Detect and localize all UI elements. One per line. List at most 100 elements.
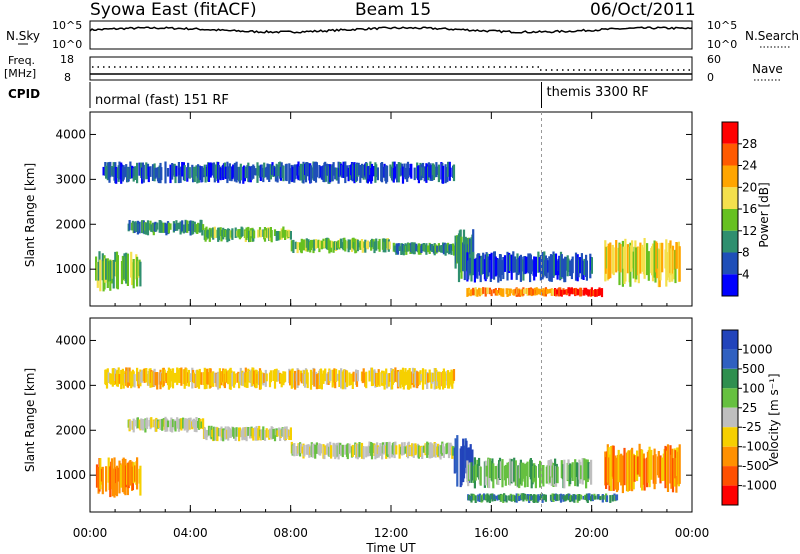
- power-echo-cell: [292, 239, 295, 253]
- power-echo-cell: [188, 167, 191, 179]
- velocity-echo-cell: [462, 445, 466, 479]
- velocity-echo-cell: [588, 493, 591, 501]
- power-echo-cell: [564, 257, 568, 271]
- velocity-echo-cell: [111, 468, 114, 497]
- velocity-echo-cell: [272, 370, 275, 381]
- power-echo-cell: [207, 229, 210, 239]
- power-echo-cell: [431, 244, 434, 252]
- power-echo-cell: [213, 226, 216, 239]
- velocity-echo-cell: [197, 418, 201, 430]
- velocity-echo-cell: [192, 372, 195, 384]
- velocity-echo-cell: [398, 444, 401, 459]
- velocity-echo-cell: [508, 458, 512, 486]
- velocity-echo-cell: [617, 449, 620, 483]
- velocity-echo-cell: [348, 443, 351, 454]
- velocity-echo-cell: [395, 445, 398, 455]
- velocity-echo-cell: [189, 373, 192, 382]
- velocity-echo-cell: [275, 368, 278, 382]
- nsky-label: N.Sky: [6, 29, 40, 43]
- power-echo-cell: [547, 289, 550, 294]
- power-echo-cell: [99, 259, 102, 292]
- power-echo-cell: [535, 287, 538, 296]
- power-echo-cell: [207, 162, 211, 182]
- power-echo-cell: [571, 288, 574, 295]
- velocity-echo-cell: [578, 494, 581, 501]
- power-echo-cell: [366, 240, 369, 250]
- velocity-echo-cell: [286, 429, 289, 437]
- power-echo-cell: [545, 288, 548, 295]
- power-echo-cell: [579, 257, 582, 274]
- velocity-echo-cell: [173, 372, 176, 383]
- velocity-colorbar-swatch: [722, 485, 738, 505]
- velocity-echo-cell: [666, 444, 670, 492]
- power-echo-cell: [160, 221, 163, 233]
- velocity-colorbar-tick-label: 1000: [742, 342, 773, 356]
- power-colorbar-tick-label: 24: [742, 159, 757, 173]
- power-echo-cell: [315, 162, 318, 178]
- power-echo-cell: [567, 258, 570, 273]
- power-echo-cell: [404, 167, 407, 180]
- velocity-echo-band: [290, 441, 456, 460]
- power-echo-band: [604, 238, 681, 288]
- velocity-echo-cell: [504, 464, 507, 486]
- power-echo-cell: [277, 231, 280, 241]
- power-echo-cell: [142, 164, 145, 183]
- power-echo-cell: [600, 288, 604, 298]
- power-echo-cell: [226, 161, 229, 184]
- power-colorbar-swatch: [722, 187, 738, 210]
- velocity-echo-cell: [544, 494, 547, 502]
- power-echo-cell: [480, 255, 483, 275]
- power-echo-cell: [375, 238, 378, 251]
- velocity-echo-cell: [263, 430, 267, 441]
- velocity-echo-cell: [260, 429, 263, 440]
- velocity-echo-cell: [159, 419, 162, 430]
- velocity-echo-cell: [344, 444, 347, 455]
- velocity-echo-cell: [580, 494, 583, 500]
- power-echo-cell: [254, 168, 257, 176]
- velocity-echo-cell: [386, 373, 389, 389]
- power-echo-cell: [384, 238, 387, 253]
- nave-tick-bottom: 0: [707, 71, 714, 84]
- velocity-echo-cell: [678, 444, 681, 484]
- power-echo-cell: [340, 164, 343, 178]
- velocity-echo-cell: [563, 459, 566, 489]
- power-echo-cell: [437, 164, 440, 183]
- power-echo-cell: [545, 258, 548, 279]
- velocity-echo-cell: [468, 462, 471, 480]
- velocity-echo-cell: [580, 465, 583, 480]
- velocity-echo-cell: [429, 442, 432, 459]
- velocity-echo-band: [95, 457, 142, 498]
- velocity-echo-cell: [438, 371, 441, 390]
- velocity-echo-cell: [636, 456, 639, 475]
- velocity-echo-band: [604, 443, 681, 494]
- velocity-echo-cell: [247, 427, 250, 436]
- velocity-echo-cell: [118, 374, 121, 384]
- power-echo-cell: [224, 166, 227, 179]
- velocity-echo-cell: [171, 368, 175, 389]
- velocity-echo-cell: [330, 445, 333, 459]
- velocity-echo-cell: [370, 443, 374, 460]
- velocity-echo-cell: [538, 496, 541, 501]
- velocity-echo-cell: [263, 373, 266, 383]
- velocity-echo-cell: [417, 445, 420, 459]
- power-echo-cell: [447, 161, 450, 177]
- velocity-echo-cell: [348, 372, 351, 386]
- power-echo-band: [466, 287, 556, 297]
- power-echo-cell: [520, 256, 523, 272]
- power-echo-cell: [433, 166, 436, 178]
- power-echo-cell: [288, 163, 291, 184]
- power-echo-cell: [150, 224, 153, 232]
- velocity-echo-cell: [182, 417, 185, 429]
- power-colorbar-swatch: [722, 165, 738, 188]
- power-echo-cell: [413, 167, 416, 181]
- power-echo-cell: [472, 251, 475, 276]
- power-ytick-label: 3000: [55, 172, 86, 186]
- velocity-echo-cell: [470, 462, 473, 483]
- velocity-echo-cell: [565, 494, 568, 500]
- velocity-colorbar-tick-label: 25: [742, 401, 757, 415]
- power-echo-cell: [370, 163, 374, 182]
- power-echo-cell: [357, 162, 360, 176]
- power-echo-cell: [189, 220, 192, 236]
- velocity-echo-cell: [638, 443, 641, 477]
- velocity-echo-cell: [319, 444, 323, 454]
